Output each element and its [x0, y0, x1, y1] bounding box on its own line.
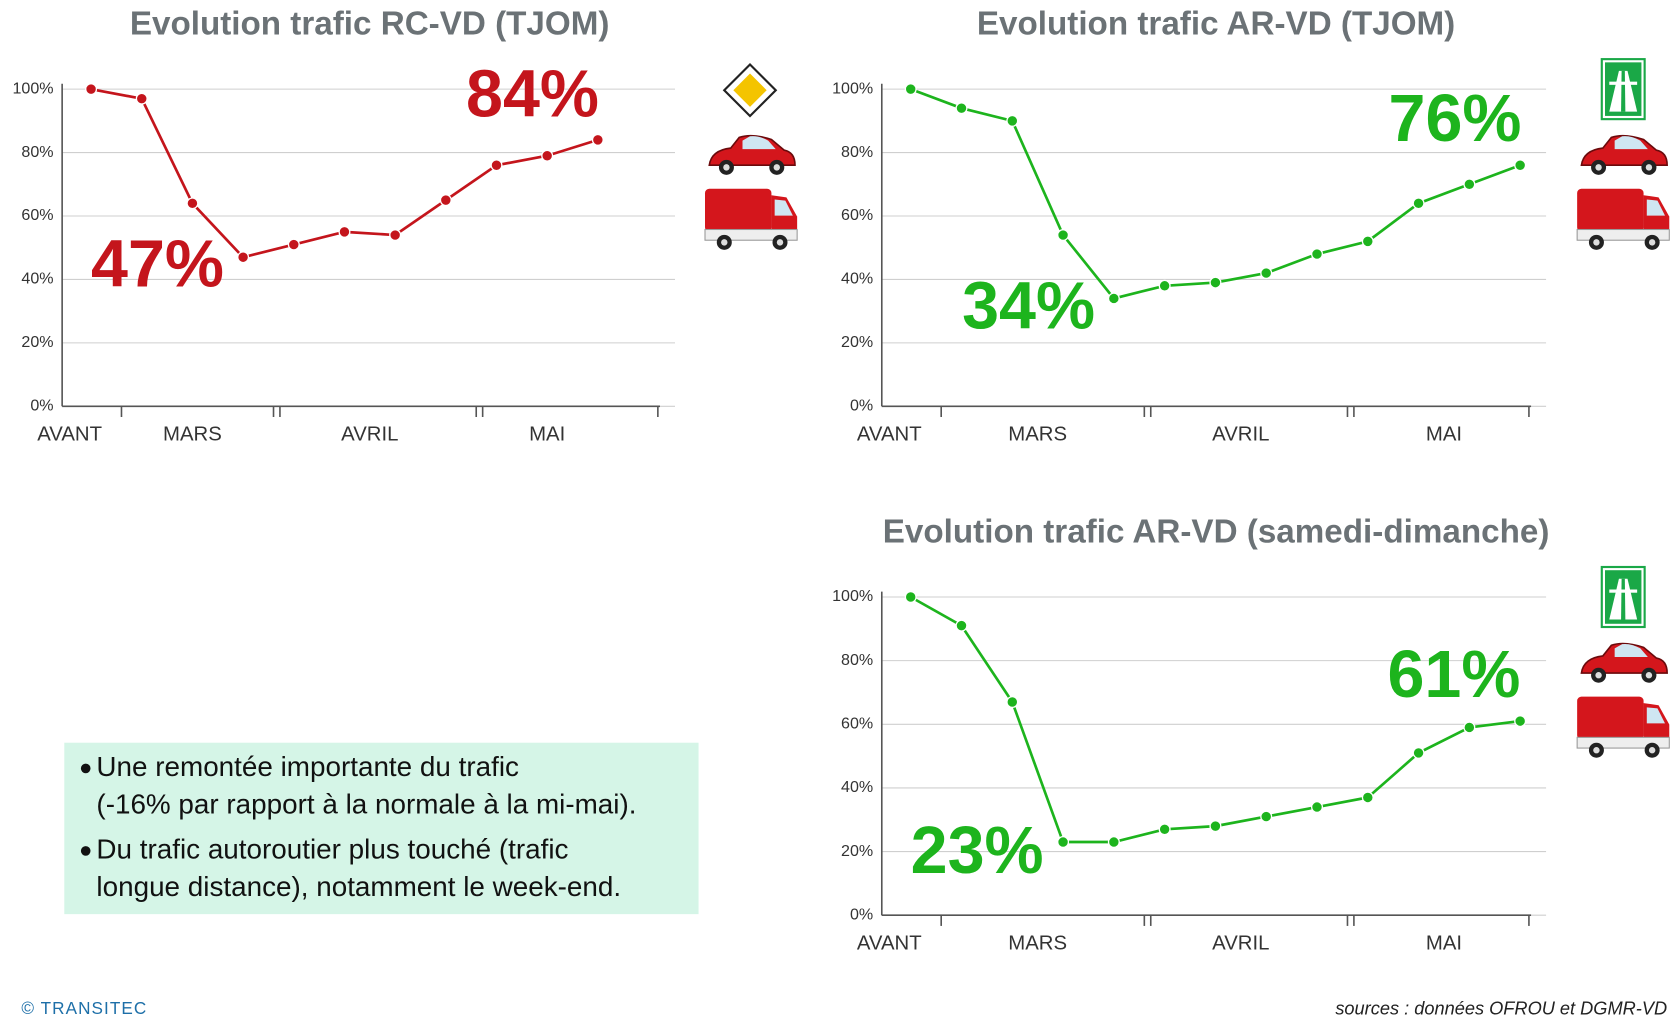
point: [1107, 292, 1120, 305]
y-tick-label: 60%: [21, 206, 53, 224]
y-tick-label: 60%: [841, 206, 873, 224]
chart-title: Evolution trafic AR-VD (TJOM): [977, 6, 1455, 43]
point: [1158, 823, 1171, 836]
x-group-label: MARS: [1008, 424, 1067, 446]
annotation: 76%: [1389, 82, 1522, 156]
x-group-label: AVRIL: [1212, 933, 1269, 955]
point: [1057, 229, 1070, 242]
note-line: Du trafic autoroutier plus touché (trafi…: [96, 833, 568, 864]
x-group-label: MAI: [1426, 424, 1462, 446]
point: [1310, 801, 1323, 814]
y-tick-label: 0%: [30, 397, 53, 415]
point: [1361, 235, 1374, 248]
point: [1057, 836, 1070, 849]
y-tick-label: 80%: [841, 143, 873, 161]
bullet: [80, 763, 91, 774]
note-line: longue distance), notamment le week-end.: [96, 871, 621, 902]
point: [591, 133, 604, 146]
bullet: [80, 846, 91, 856]
point: [1006, 696, 1019, 709]
y-tick-label: 40%: [21, 270, 53, 288]
y-tick-label: 80%: [841, 651, 873, 669]
x-group-label: MAI: [1426, 933, 1462, 955]
y-tick-label: 60%: [841, 715, 873, 733]
point: [490, 159, 503, 172]
y-tick-label: 0%: [850, 905, 873, 923]
chart-title: Evolution trafic AR-VD (samedi-dimanche): [883, 514, 1550, 551]
y-tick-label: 0%: [850, 397, 873, 415]
point: [186, 197, 199, 210]
point: [1361, 791, 1374, 804]
annotation: 23%: [911, 814, 1044, 888]
chart-title: Evolution trafic RC-VD (TJOM): [130, 6, 610, 43]
point: [1412, 746, 1425, 759]
point: [439, 194, 452, 207]
x-group-label: AVRIL: [341, 424, 398, 446]
y-tick-label: 80%: [21, 143, 53, 161]
y-tick-label: 100%: [832, 587, 873, 605]
point: [85, 83, 98, 96]
x-group-label: AVANT: [37, 424, 102, 446]
point: [904, 590, 917, 603]
y-tick-label: 20%: [21, 333, 53, 351]
x-group-label: MARS: [1008, 933, 1067, 955]
y-tick-label: 40%: [841, 778, 873, 796]
point: [1260, 267, 1273, 280]
series-line: [910, 595, 1521, 844]
annotation: 61%: [1387, 638, 1520, 712]
point: [1158, 279, 1171, 292]
x-group-label: MAI: [529, 424, 565, 446]
point: [955, 619, 968, 632]
y-tick-label: 20%: [841, 333, 873, 351]
point: [1514, 715, 1527, 728]
point: [1310, 248, 1323, 261]
notes-box: [64, 742, 699, 915]
note-line: Une remontée importante du trafic: [96, 751, 519, 782]
y-tick-label: 20%: [841, 842, 873, 860]
point: [1463, 178, 1476, 191]
x-group-label: MARS: [163, 424, 222, 446]
point: [389, 229, 402, 242]
point: [135, 92, 148, 105]
x-group-label: AVRIL: [1212, 424, 1269, 446]
annotation: 34%: [962, 269, 1095, 343]
point: [1260, 810, 1273, 823]
x-group-label: AVANT: [857, 424, 922, 446]
sources: sources : données OFROU et DGMR-VD: [1335, 998, 1667, 1018]
point: [1514, 159, 1527, 172]
point: [541, 149, 554, 162]
point: [338, 225, 351, 238]
note-line: (-16% par rapport à la normale à la mi-m…: [96, 788, 636, 819]
point: [1463, 721, 1476, 734]
point: [904, 83, 917, 96]
copyright: © TRANSITEC: [21, 998, 147, 1018]
annotation: 84%: [466, 57, 599, 131]
point: [237, 251, 250, 264]
point: [1107, 836, 1120, 849]
point: [1412, 197, 1425, 210]
annotation: 47%: [91, 228, 224, 302]
x-group-label: AVANT: [857, 933, 922, 955]
notes: Une remontée importante du trafic (-16% p…: [80, 751, 636, 902]
y-tick-label: 40%: [841, 270, 873, 288]
point: [1209, 276, 1222, 289]
point: [1209, 820, 1222, 833]
y-tick-label: 100%: [12, 79, 53, 97]
y-tick-label: 100%: [832, 79, 873, 97]
icons: [704, 57, 1670, 759]
point: [955, 102, 968, 115]
point: [287, 238, 300, 251]
point: [1006, 114, 1019, 127]
